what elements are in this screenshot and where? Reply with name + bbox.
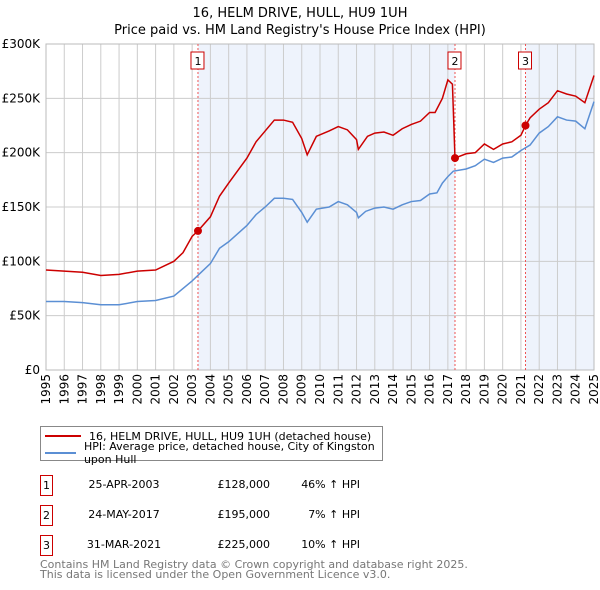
x-tick-label: 1996: [57, 374, 71, 405]
sale-label: 3: [522, 55, 529, 68]
x-tick-label: 2008: [276, 374, 290, 405]
x-tick-label: 2017: [441, 374, 455, 405]
y-tick-label: £0: [25, 363, 40, 377]
chart-title: 16, HELM DRIVE, HULL, HU9 1UH: [192, 6, 408, 21]
y-tick-label: £300K: [2, 37, 42, 51]
legend-label: 16, HELM DRIVE, HULL, HU9 1UH (detached …: [89, 429, 372, 443]
x-tick-label: 2023: [550, 374, 564, 405]
sale-marker-badge: 1: [40, 475, 53, 496]
y-tick-label: £100K: [2, 254, 42, 268]
x-tick-label: 2007: [258, 374, 272, 405]
sale-label-box: [190, 51, 205, 70]
hpi-line: [46, 101, 595, 306]
x-tick-label: 2020: [496, 374, 510, 405]
sale-label-box: [447, 51, 462, 70]
x-tick-label: 2018: [459, 374, 473, 405]
legend: 16, HELM DRIVE, HULL, HU9 1UH (detached …: [40, 426, 383, 466]
y-tick-label: £50K: [9, 309, 41, 323]
x-tick-label: 2021: [514, 374, 528, 405]
legend-label: HPI: Average price, detached house, City…: [83, 440, 375, 466]
x-tick-label: 2014: [386, 374, 400, 405]
sale-hpi: 10% ↑ HPI: [301, 538, 360, 551]
sale-row: 2 24-MAY-2017 £195,000 7% ↑ HPI: [40, 505, 360, 526]
sale-marker-badge: 2: [40, 505, 53, 526]
red-line-swatch: [45, 435, 81, 437]
x-tick-label: 1997: [76, 374, 90, 405]
sale-row: 1 25-APR-2003 £128,000 46% ↑ HPI: [40, 475, 360, 496]
footer-line: This data is licensed under the Open Gov…: [40, 568, 391, 581]
x-tick-label: 2013: [368, 374, 382, 405]
y-tick-label: £200K: [2, 146, 42, 160]
x-tick-label: 2016: [423, 374, 437, 405]
x-tick-label: 2015: [404, 374, 418, 405]
x-tick-label: 1998: [94, 374, 108, 405]
property-price-line: [45, 75, 595, 277]
x-tick-label: 2001: [149, 374, 163, 405]
y-tick-label: £150K: [2, 200, 42, 214]
sale-point: [450, 154, 459, 163]
x-tick-label: 2000: [130, 374, 144, 405]
x-tick-label: 1999: [112, 374, 126, 405]
sale-marker-badge: 3: [40, 535, 53, 556]
sale-hpi: 46% ↑ HPI: [301, 478, 360, 491]
sale-label: 1: [194, 55, 201, 68]
sale-date: 25-APR-2003: [88, 478, 160, 491]
x-tick-label: 2009: [295, 374, 309, 405]
x-tick-label: 2003: [185, 374, 199, 405]
x-tick-label: 2024: [569, 374, 583, 405]
x-tick-label: 2011: [331, 374, 345, 405]
chart-subtitle: Price paid vs. HM Land Registry's House …: [114, 23, 486, 38]
sale-label-box: [518, 51, 532, 70]
price-chart: 1995 1996 1997 1998 1999 2000 2001 2002 2003 2004…: [2, 37, 600, 405]
x-tick-label: 2002: [167, 374, 181, 405]
sale-date: 24-MAY-2017: [88, 508, 160, 521]
sale-row: 3 31-MAR-2021 £225,000 10% ↑ HPI: [40, 535, 360, 556]
x-tick-label: 2019: [477, 374, 491, 405]
sale-label: 2: [451, 55, 458, 68]
plot-frame: [45, 43, 595, 371]
blue-line-swatch: [45, 452, 76, 454]
footer: Contains HM Land Registry data © Crown c…: [40, 558, 468, 581]
x-tick-label: 2004: [203, 374, 217, 405]
x-tick-label: 2022: [532, 374, 546, 405]
y-tick-label: £250K: [2, 91, 42, 105]
sale-date: 31-MAR-2021: [86, 538, 162, 551]
sale-hpi: 7% ↑ HPI: [308, 508, 360, 521]
x-tick-label: 2010: [313, 374, 327, 405]
x-tick-label: 2012: [350, 374, 364, 405]
x-tick-label: 1995: [39, 374, 53, 405]
sale-price: £128,000: [217, 478, 271, 491]
x-tick-label: 2005: [222, 374, 236, 405]
x-tick-label: 2006: [240, 374, 254, 405]
sale-point: [193, 226, 202, 235]
footer-line: Contains HM Land Registry data © Crown c…: [40, 558, 468, 571]
legend-item-hpi: HPI: Average price, detached house, City…: [45, 440, 382, 466]
sale-price: £225,000: [217, 538, 271, 551]
legend-item-property: 16, HELM DRIVE, HULL, HU9 1UH (detached …: [45, 428, 371, 444]
x-tick-label: 2025: [587, 374, 600, 405]
sale-price: £195,000: [217, 508, 271, 521]
sale-point: [521, 121, 530, 130]
